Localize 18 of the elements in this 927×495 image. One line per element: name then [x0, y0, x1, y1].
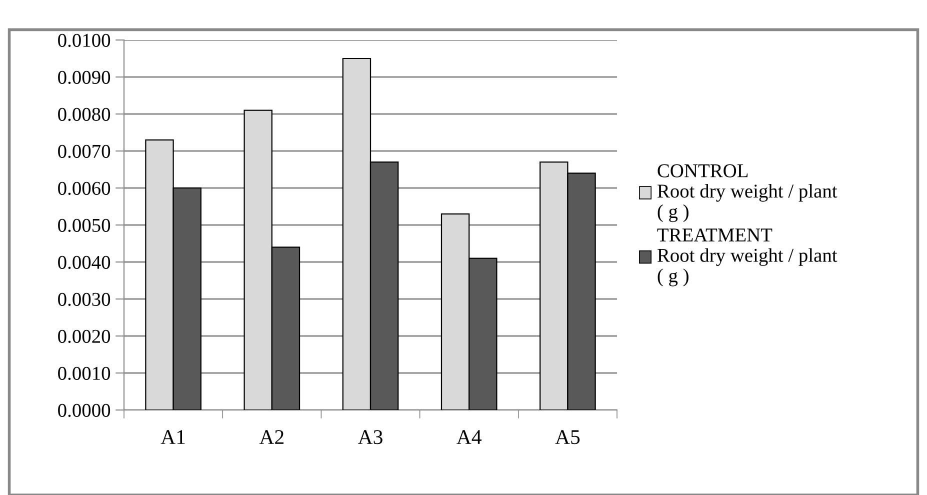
- x-tick-label: A2: [259, 430, 284, 444]
- y-tick-label: 0.0000: [58, 404, 110, 418]
- x-tick-label: A5: [555, 430, 580, 444]
- y-tick-label: 0.0010: [58, 366, 110, 380]
- y-tick-label: 0.0080: [58, 108, 110, 122]
- y-tick-label: 0.0060: [58, 182, 110, 196]
- y-tick-label: 0.0030: [58, 292, 110, 306]
- legend-label: CONTROL Root dry weight / plant ( g ): [657, 164, 838, 222]
- y-tick-label: 0.0070: [58, 144, 110, 158]
- x-tick-label: A3: [358, 430, 382, 444]
- x-tick-label: A1: [160, 430, 185, 444]
- y-tick-label: 0.0100: [58, 34, 110, 48]
- y-tick-label: 0.0020: [58, 330, 110, 344]
- x-tick-label: A4: [456, 430, 482, 444]
- y-tick-label: 0.0090: [58, 70, 110, 84]
- y-tick-label: 0.0040: [58, 256, 110, 270]
- y-tick-label: 0.0050: [58, 218, 110, 232]
- legend-label: TREATMENT Root dry weight / plant ( g ): [657, 228, 838, 286]
